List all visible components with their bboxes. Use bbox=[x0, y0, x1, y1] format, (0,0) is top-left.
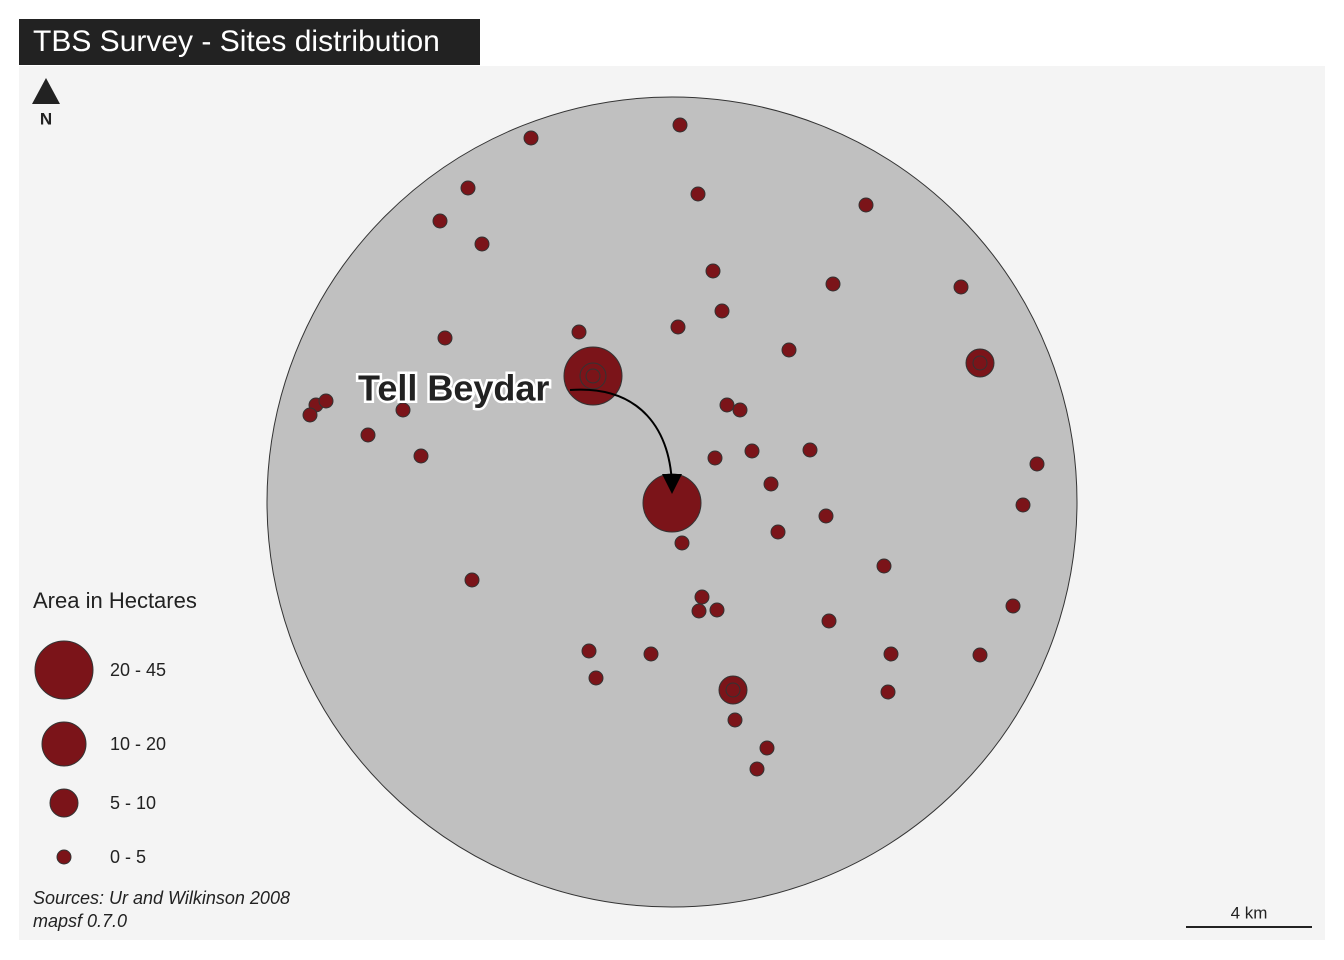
site bbox=[707, 450, 723, 466]
site bbox=[302, 407, 318, 423]
legend-symbol bbox=[49, 788, 79, 818]
title-box bbox=[19, 19, 480, 65]
site bbox=[972, 647, 988, 663]
site bbox=[825, 276, 841, 292]
site bbox=[670, 319, 686, 335]
legend-label: 5 - 10 bbox=[110, 793, 156, 813]
site bbox=[953, 279, 969, 295]
site bbox=[858, 197, 874, 213]
legend-title: Area in Hectares bbox=[33, 588, 197, 613]
site bbox=[571, 324, 587, 340]
site bbox=[437, 330, 453, 346]
site bbox=[821, 613, 837, 629]
site bbox=[876, 558, 892, 574]
north-label: N bbox=[40, 109, 52, 128]
site bbox=[1005, 598, 1021, 614]
site bbox=[749, 761, 765, 777]
site bbox=[643, 646, 659, 662]
site bbox=[818, 508, 834, 524]
legend-label: 10 - 20 bbox=[110, 734, 166, 754]
site bbox=[880, 684, 896, 700]
site bbox=[718, 675, 748, 705]
site bbox=[579, 362, 607, 390]
site bbox=[763, 476, 779, 492]
site bbox=[744, 443, 760, 459]
scale-label: 4 km bbox=[1231, 903, 1268, 922]
annotation-arrow bbox=[569, 388, 682, 494]
site bbox=[581, 643, 597, 659]
legend-label: 20 - 45 bbox=[110, 660, 166, 680]
site bbox=[395, 402, 411, 418]
site bbox=[563, 346, 623, 406]
legend-label: 0 - 5 bbox=[110, 847, 146, 867]
site bbox=[460, 180, 476, 196]
site bbox=[585, 368, 601, 384]
annotation: Tell Beydar bbox=[358, 368, 549, 409]
site bbox=[725, 682, 741, 698]
site bbox=[588, 670, 604, 686]
site bbox=[802, 442, 818, 458]
site bbox=[690, 186, 706, 202]
site bbox=[781, 342, 797, 358]
site bbox=[759, 740, 775, 756]
site bbox=[464, 572, 480, 588]
credits: Sources: Ur and Wilkinson 2008 bbox=[33, 888, 290, 908]
site bbox=[474, 236, 490, 252]
legend-symbol bbox=[56, 849, 72, 865]
site bbox=[691, 603, 707, 619]
credits: mapsf 0.7.0 bbox=[33, 911, 127, 931]
legend-symbol bbox=[41, 721, 87, 767]
site bbox=[318, 393, 334, 409]
legend-symbol bbox=[34, 640, 94, 700]
site bbox=[883, 646, 899, 662]
site bbox=[732, 402, 748, 418]
site bbox=[719, 397, 735, 413]
site bbox=[727, 712, 743, 728]
site bbox=[672, 117, 688, 133]
title: TBS Survey - Sites distribution bbox=[33, 25, 440, 58]
site bbox=[674, 535, 690, 551]
site bbox=[432, 213, 448, 229]
site bbox=[413, 448, 429, 464]
site bbox=[360, 427, 376, 443]
site bbox=[714, 303, 730, 319]
site bbox=[709, 602, 725, 618]
site bbox=[1029, 456, 1045, 472]
site bbox=[1015, 497, 1031, 513]
north-arrow bbox=[32, 78, 60, 104]
legend: 20 - 45 10 - 20 5 - 10 0 - 5 bbox=[34, 640, 166, 867]
site bbox=[705, 263, 721, 279]
site bbox=[972, 355, 988, 371]
site bbox=[523, 130, 539, 146]
site bbox=[770, 524, 786, 540]
site bbox=[694, 589, 710, 605]
site bbox=[965, 348, 995, 378]
